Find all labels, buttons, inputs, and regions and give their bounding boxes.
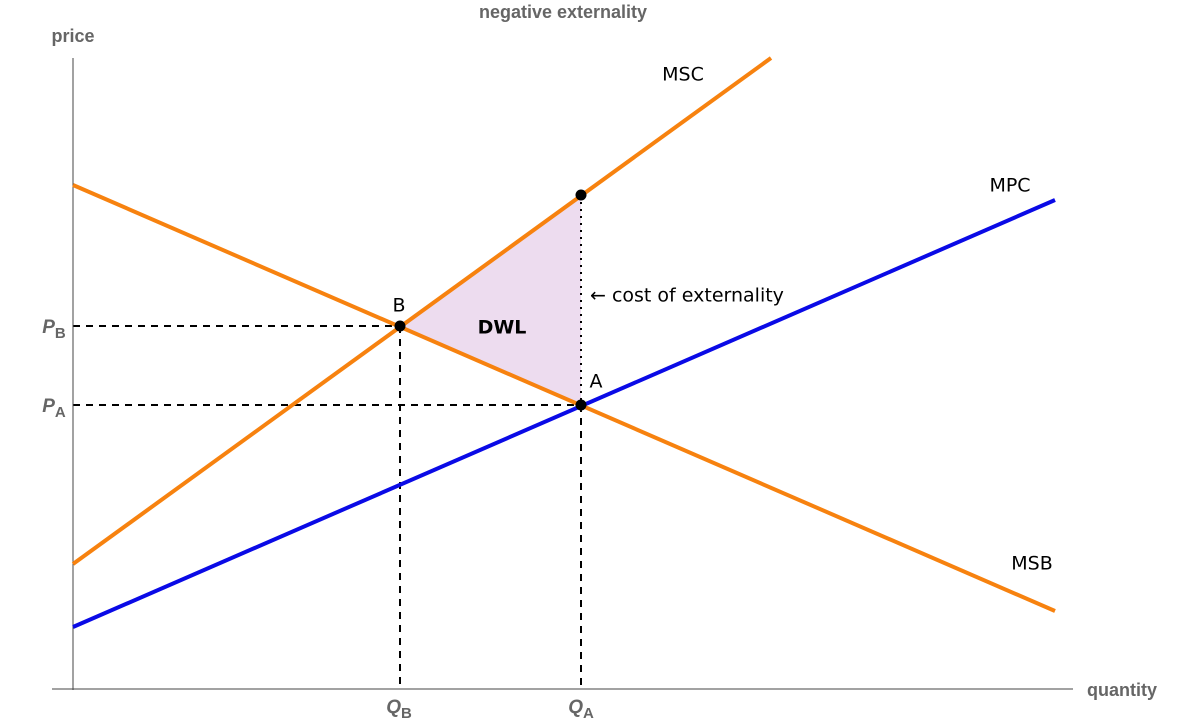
mpc-label: MPC: [989, 175, 1030, 197]
dwl-label: DWL: [478, 317, 527, 339]
qa-main: Q: [568, 697, 583, 718]
pb-mark: PB: [42, 317, 66, 342]
qb-main: Q: [386, 697, 401, 718]
qb-sub: B: [401, 705, 412, 720]
guides: [73, 325, 582, 689]
dwl-area: [400, 195, 581, 405]
mpc-line: [72, 198, 1056, 629]
msc-label: MSC: [662, 64, 704, 86]
point-a-label: A: [590, 371, 603, 393]
pa-sub: A: [55, 404, 66, 421]
pa-mark: PA: [42, 396, 66, 421]
point-b: [394, 320, 406, 332]
externality-note: ← cost of externality: [590, 285, 784, 307]
x-axis-label: quantity: [1087, 680, 1157, 700]
title: negative externality: [479, 2, 647, 22]
point-a: [575, 399, 587, 411]
msb-line: [72, 183, 1056, 613]
qa-mark: QA: [568, 697, 594, 720]
msc-line: [71, 56, 773, 566]
qa-sub: A: [583, 705, 594, 720]
pb-sub: B: [55, 325, 66, 342]
point-msc: [575, 189, 587, 201]
msb-label: MSB: [1011, 553, 1053, 575]
pa-main: P: [42, 396, 55, 417]
point-b-label: B: [392, 295, 405, 317]
y-axis-label: price: [51, 26, 94, 46]
pb-main: P: [42, 317, 55, 338]
qb-mark: QB: [386, 697, 412, 720]
